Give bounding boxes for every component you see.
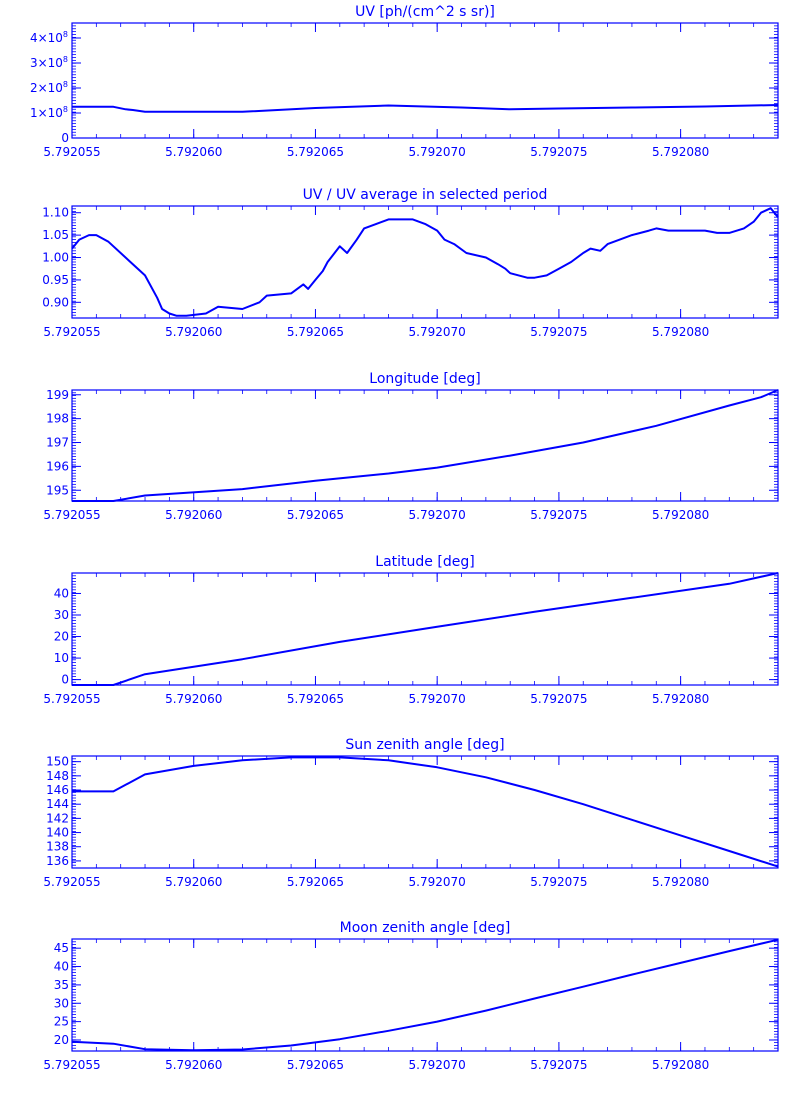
y-tick-label: 0	[61, 673, 69, 687]
x-tick-label: 5.792080	[652, 145, 709, 159]
y-tick-label: 146	[46, 783, 69, 797]
x-tick-label: 5.792065	[287, 692, 344, 706]
x-tick-label: 5.792060	[165, 508, 222, 522]
x-tick-label: 5.792080	[652, 875, 709, 889]
x-tick-label: 5.792060	[165, 325, 222, 339]
y-tick-label: 196	[46, 459, 69, 473]
x-tick-label: 5.792075	[530, 325, 587, 339]
series-line	[71, 207, 779, 317]
y-tick-label: 148	[46, 769, 69, 783]
y-tick-label: 199	[46, 388, 69, 402]
plot-frame	[71, 938, 779, 1052]
x-tick-label: 5.792075	[530, 692, 587, 706]
y-tick-label: 3×108	[30, 55, 68, 70]
chart-title: Latitude [deg]	[375, 554, 474, 570]
y-tick-label: 1.10	[42, 206, 69, 220]
x-tick-label: 5.792065	[287, 875, 344, 889]
x-tick-label: 5.792075	[530, 875, 587, 889]
series-line	[72, 756, 779, 868]
x-tick-label: 5.792055	[43, 508, 100, 522]
chart-panel-6: Moon zenith angle [deg] 20 25 30 35 40 45 5.792…	[43, 920, 779, 1072]
x-tick-label: 5.792055	[43, 325, 100, 339]
y-tick-label: 197	[46, 436, 69, 450]
y-tick-label: 20	[54, 1033, 69, 1047]
chart-panel-1: UV [ph/(cm^2 s sr)] 0 1×108 2×108 3×108 4×108…	[30, 4, 779, 159]
chart-title: UV / UV average in selected period	[303, 187, 548, 203]
y-tick-label: 40	[54, 960, 69, 974]
y-tick-label: 138	[46, 840, 69, 854]
plot-frame	[71, 755, 779, 869]
x-tick-label: 5.792070	[409, 875, 466, 889]
y-tick-label: 0.95	[42, 273, 69, 287]
x-tick-label: 5.792060	[165, 1058, 222, 1072]
y-tick-label: 198	[46, 412, 69, 426]
y-tick-label: 35	[54, 978, 69, 992]
series-line	[71, 938, 779, 1052]
x-tick-label: 5.792065	[287, 325, 344, 339]
y-tick-label: 142	[46, 811, 69, 825]
x-tick-label: 5.792070	[409, 508, 466, 522]
plot-frame	[71, 205, 779, 319]
x-tick-label: 5.792065	[287, 508, 344, 522]
x-tick-label: 5.792055	[43, 875, 100, 889]
y-tick-label: 195	[46, 483, 69, 497]
chart-title: Sun zenith angle [deg]	[345, 737, 504, 753]
y-tick-label: 1.00	[42, 251, 69, 265]
x-tick-label: 5.792055	[43, 692, 100, 706]
x-tick-label: 5.792075	[530, 145, 587, 159]
x-tick-label: 5.792070	[409, 145, 466, 159]
y-tick-label: 144	[46, 797, 69, 811]
y-tick-label: 140	[46, 826, 69, 840]
x-tick-label: 5.792075	[530, 1058, 587, 1072]
y-tick-label: 0	[61, 131, 69, 145]
y-tick-label: 1.05	[42, 228, 69, 242]
x-tick-label: 5.792070	[409, 1058, 466, 1072]
y-tick-label: 30	[54, 996, 69, 1010]
x-tick-label: 5.792070	[409, 692, 466, 706]
x-tick-label: 5.792080	[652, 692, 709, 706]
y-tick-label: 45	[54, 941, 69, 955]
y-tick-label: 136	[46, 854, 69, 868]
x-tick-label: 5.792055	[43, 145, 100, 159]
x-tick-label: 5.792060	[165, 145, 222, 159]
y-tick-label: 150	[46, 755, 69, 769]
plot-frame	[71, 22, 779, 139]
y-tick-label: 40	[54, 586, 69, 600]
chart-panel-5: Sun zenith angle [deg] 136138140142144146…	[43, 737, 779, 889]
x-tick-label: 5.792080	[652, 325, 709, 339]
y-tick-label: 0.90	[42, 295, 69, 309]
series-line	[72, 389, 779, 502]
x-tick-label: 5.792060	[165, 692, 222, 706]
x-tick-label: 5.792080	[652, 1058, 709, 1072]
chart-title: Longitude [deg]	[369, 371, 480, 387]
y-tick-label: 10	[54, 651, 69, 665]
y-tick-label: 1×108	[30, 105, 68, 120]
y-tick-label: 25	[54, 1015, 69, 1029]
y-tick-label: 4×108	[30, 30, 68, 45]
series-line	[72, 572, 779, 686]
x-tick-label: 5.792065	[287, 145, 344, 159]
chart-panel-3: Longitude [deg] 195 196 197 198 199 5.792055 5.…	[43, 371, 779, 522]
x-tick-label: 5.792060	[165, 875, 222, 889]
y-tick-label: 2×108	[30, 80, 68, 95]
x-tick-label: 5.792080	[652, 508, 709, 522]
y-tick-label: 20	[54, 630, 69, 644]
series-line	[72, 104, 779, 113]
chart-title: UV [ph/(cm^2 s sr)]	[355, 4, 495, 20]
chart-panel-2: UV / UV average in selected period 0.90 0.…	[42, 187, 779, 339]
chart-panel-4: Latitude [deg] 0 10 20 30 40 5.792055 5.792060 5…	[43, 554, 779, 706]
x-tick-label: 5.792055	[43, 1058, 100, 1072]
y-tick-label: 30	[54, 608, 69, 622]
x-tick-label: 5.792065	[287, 1058, 344, 1072]
x-tick-label: 5.792075	[530, 508, 587, 522]
plot-frame	[71, 389, 779, 502]
x-tick-label: 5.792070	[409, 325, 466, 339]
chart-title: Moon zenith angle [deg]	[340, 920, 511, 936]
